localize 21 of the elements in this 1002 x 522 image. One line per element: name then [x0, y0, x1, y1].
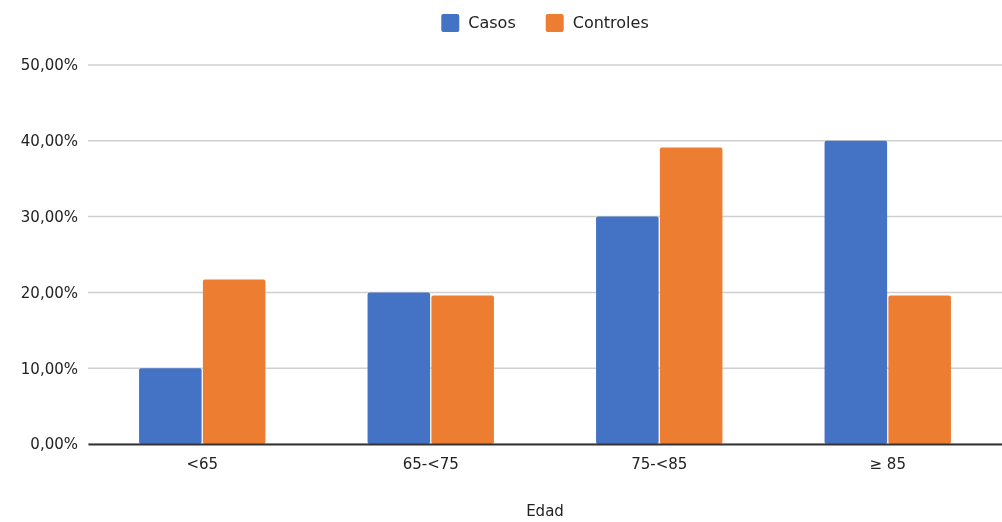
- y-tick-label: 0,00%: [30, 435, 78, 454]
- x-tick-label: 65-<75: [402, 454, 459, 473]
- y-tick-label: 50,00%: [20, 56, 78, 75]
- bar: [659, 147, 723, 444]
- bar: [202, 279, 266, 444]
- bar: [888, 295, 951, 444]
- x-tick-label: 75-<85: [631, 454, 688, 473]
- x-tick-label: ≥ 85: [869, 454, 906, 473]
- bar: [824, 140, 888, 444]
- legend-label: Casos: [468, 13, 516, 32]
- x-tick-label: <65: [186, 454, 219, 473]
- bar: [596, 216, 659, 444]
- x-axis-title: Edad: [526, 502, 564, 520]
- y-tick-label: 40,00%: [20, 132, 78, 151]
- legend-label: Controles: [572, 13, 649, 32]
- y-tick-label: 30,00%: [20, 207, 78, 226]
- bar: [431, 295, 494, 444]
- y-tick-label: 20,00%: [20, 283, 78, 302]
- bar: [367, 292, 431, 444]
- bar: [139, 368, 202, 444]
- y-tick-label: 10,00%: [20, 359, 78, 378]
